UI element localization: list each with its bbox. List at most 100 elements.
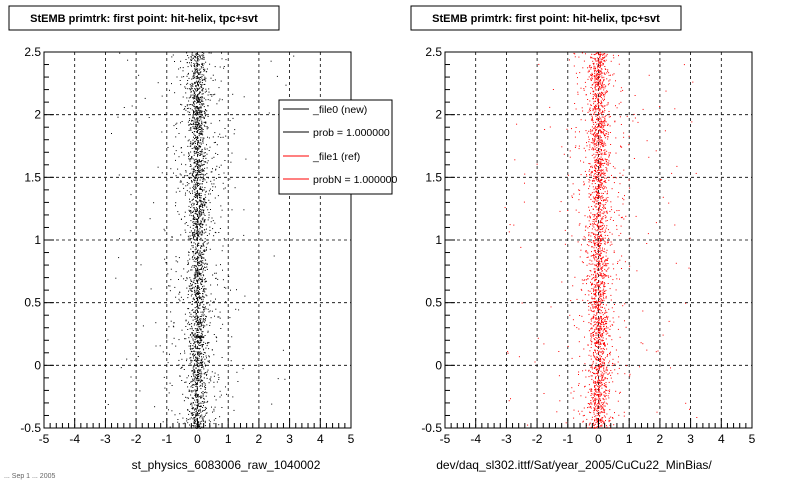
scatter-point (589, 406, 591, 408)
scatter-point (591, 378, 593, 380)
scatter-point (596, 357, 598, 358)
scatter-point (587, 275, 589, 276)
scatter-point (230, 289, 231, 291)
scatter-point (182, 183, 184, 185)
scatter-point (189, 226, 191, 228)
scatter-point (594, 137, 596, 139)
scatter-point (210, 77, 212, 79)
scatter-point (599, 395, 601, 397)
scatter-point (601, 150, 602, 152)
scatter-point (197, 80, 199, 82)
scatter-point (595, 293, 596, 295)
scatter-point (595, 200, 597, 202)
scatter-point (610, 144, 612, 145)
scatter-point (198, 217, 199, 218)
scatter-point (598, 284, 600, 286)
scatter-point (199, 417, 201, 419)
scatter-point (271, 403, 273, 405)
scatter-point (600, 175, 602, 177)
scatter-point (597, 79, 599, 81)
scatter-point (207, 239, 209, 241)
scatter-point (600, 326, 602, 328)
scatter-point (163, 376, 165, 378)
scatter-point (596, 302, 598, 304)
scatter-point (202, 168, 203, 170)
scatter-point (608, 74, 610, 76)
scatter-point (193, 91, 195, 93)
scatter-point (593, 175, 595, 177)
scatter-point (213, 419, 215, 421)
left-scatter-points (107, 52, 297, 429)
scatter-point (598, 253, 600, 255)
scatter-point (193, 147, 195, 149)
scatter-point (598, 274, 600, 276)
scatter-point (237, 381, 239, 382)
scatter-point (591, 419, 593, 421)
scatter-point (589, 388, 591, 390)
scatter-point (507, 351, 509, 353)
scatter-point (195, 401, 197, 403)
scatter-point (597, 269, 599, 271)
scatter-point (608, 83, 610, 85)
scatter-point (603, 240, 605, 242)
scatter-point (199, 222, 201, 224)
scatter-point (598, 126, 599, 128)
scatter-point (597, 118, 599, 120)
scatter-point (593, 372, 594, 374)
scatter-point (189, 357, 191, 359)
scatter-point (640, 342, 642, 344)
scatter-point (598, 158, 600, 160)
scatter-point (593, 290, 595, 292)
scatter-point (200, 195, 202, 197)
scatter-point (600, 306, 602, 308)
scatter-point (576, 83, 578, 85)
scatter-point (198, 378, 200, 380)
scatter-point (602, 293, 604, 295)
scatter-point (599, 414, 601, 416)
scatter-point (196, 230, 198, 232)
scatter-point (198, 323, 200, 325)
scatter-point (592, 362, 594, 364)
scatter-point (596, 209, 598, 211)
scatter-point (200, 268, 202, 270)
scatter-point (598, 236, 600, 238)
scatter-point (593, 173, 595, 175)
scatter-point (597, 250, 599, 252)
scatter-point (598, 130, 600, 132)
scatter-point (188, 177, 190, 179)
scatter-point (217, 316, 219, 318)
scatter-point (198, 409, 200, 411)
scatter-point (602, 93, 604, 95)
scatter-point (595, 301, 597, 303)
scatter-point (193, 189, 195, 191)
scatter-point (195, 390, 197, 392)
scatter-point (198, 119, 200, 121)
scatter-point (196, 374, 198, 376)
scatter-point (196, 324, 198, 326)
scatter-point (595, 334, 597, 336)
scatter-point (592, 401, 594, 403)
scatter-point (161, 131, 163, 133)
scatter-point (182, 393, 184, 395)
scatter-point (190, 172, 192, 174)
scatter-point (578, 374, 579, 375)
scatter-point (213, 301, 215, 303)
x-tick-label: 3 (286, 432, 293, 446)
scatter-point (127, 59, 129, 61)
scatter-point (175, 150, 177, 152)
scatter-point (598, 151, 600, 153)
scatter-point (196, 124, 198, 126)
scatter-point (596, 413, 598, 415)
scatter-point (592, 138, 593, 140)
scatter-point (606, 225, 608, 227)
x-tick-label: -3 (100, 432, 111, 446)
scatter-point (245, 158, 247, 160)
scatter-point (171, 236, 173, 238)
scatter-point (188, 209, 190, 211)
scatter-point (596, 166, 598, 167)
scatter-point (200, 364, 202, 366)
scatter-point (218, 174, 220, 175)
scatter-point (597, 308, 598, 310)
scatter-point (598, 61, 600, 63)
scatter-point (197, 56, 199, 58)
